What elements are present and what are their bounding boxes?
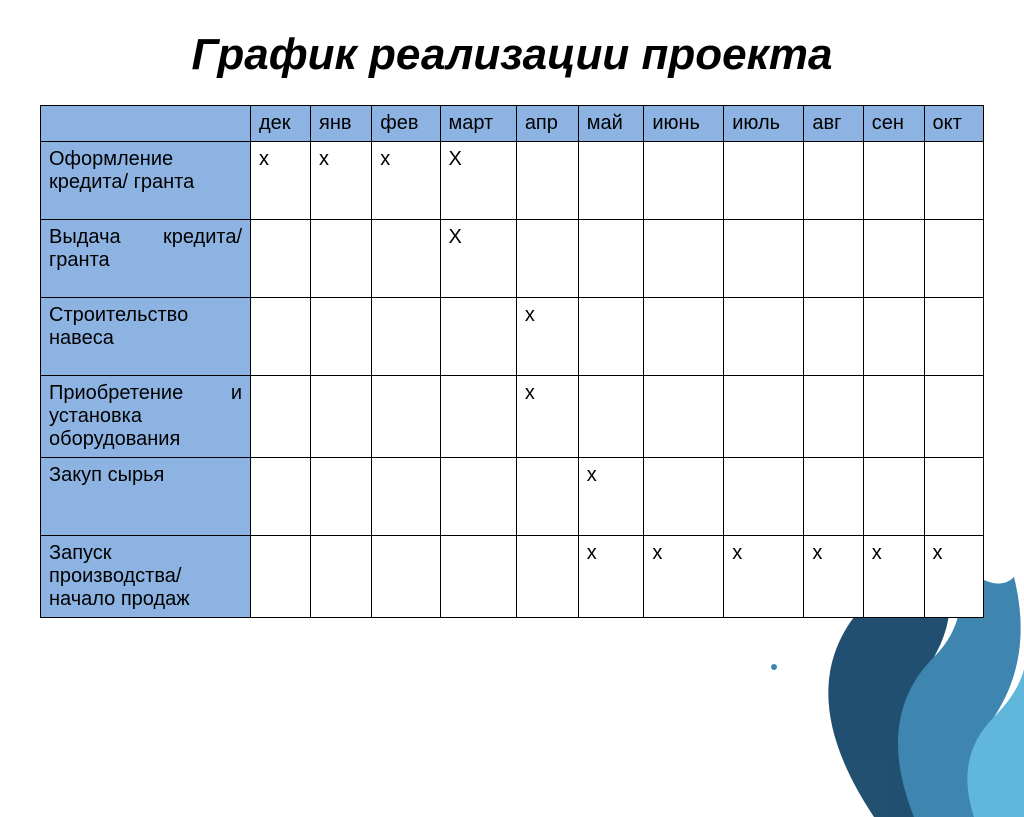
table-cell [251,536,311,618]
table-cell [804,376,863,458]
header-cell: июнь [644,106,724,142]
table-cell [863,376,924,458]
header-cell: янв [311,106,372,142]
table-cell: х [644,536,724,618]
header-cell: май [578,106,644,142]
table-cell [644,376,724,458]
row-label: Строительство навеса [41,298,251,376]
row-label: Выдача кредита/ гранта [41,220,251,298]
table-cell: х [578,458,644,536]
row-label: Оформление кредита/ гранта [41,142,251,220]
table-cell: х [311,142,372,220]
table-cell [578,220,644,298]
table-cell [372,458,440,536]
table-cell: Х [440,220,516,298]
header-cell: сен [863,106,924,142]
table-cell [578,376,644,458]
schedule-table-wrap: дек янв фев март апр май июнь июль авг с… [0,105,1024,618]
table-cell [311,298,372,376]
table-cell [311,536,372,618]
table-cell: х [724,536,804,618]
header-cell: авг [804,106,863,142]
page-title: График реализации проекта [0,0,1024,105]
table-row: Выдача кредита/ гранта Х [41,220,984,298]
table-cell: х [251,142,311,220]
table-cell [804,298,863,376]
header-cell: апр [516,106,578,142]
table-cell [644,142,724,220]
table-cell [372,220,440,298]
table-cell [804,458,863,536]
table-cell [924,298,983,376]
table-cell: Х [440,142,516,220]
table-row: Закуп сырья х [41,458,984,536]
table-row: Строительство навеса х [41,298,984,376]
table-row: Запуск производства/ начало продажхххххх [41,536,984,618]
table-cell [724,298,804,376]
table-row: Оформление кредита/ грантахххХ [41,142,984,220]
table-cell [440,458,516,536]
table-cell [863,142,924,220]
header-row: дек янв фев март апр май июнь июль авг с… [41,106,984,142]
table-cell [924,220,983,298]
table-cell [924,458,983,536]
table-cell [724,376,804,458]
table-cell [440,376,516,458]
header-cell: фев [372,106,440,142]
table-cell [516,536,578,618]
table-cell [440,298,516,376]
table-cell: х [516,298,578,376]
header-cell: март [440,106,516,142]
table-cell [863,220,924,298]
table-cell: х [863,536,924,618]
table-cell [251,298,311,376]
table-cell [804,142,863,220]
table-cell [372,376,440,458]
table-cell: х [804,536,863,618]
table-cell: х [578,536,644,618]
table-cell [924,376,983,458]
table-cell [724,142,804,220]
header-cell: окт [924,106,983,142]
table-cell [251,376,311,458]
header-cell-empty [41,106,251,142]
table-cell: х [372,142,440,220]
table-cell [516,220,578,298]
row-label: Закуп сырья [41,458,251,536]
row-label: Запуск производства/ начало продаж [41,536,251,618]
table-cell [924,142,983,220]
table-cell [724,458,804,536]
table-cell [516,142,578,220]
table-cell [644,458,724,536]
table-cell [440,536,516,618]
table-row: Приобретение и установка оборудования х [41,376,984,458]
schedule-table: дек янв фев март апр май июнь июль авг с… [40,105,984,618]
table-cell [311,458,372,536]
table-cell [372,536,440,618]
table-cell [644,298,724,376]
table-cell [372,298,440,376]
table-cell [863,298,924,376]
header-cell: июль [724,106,804,142]
table-cell [311,220,372,298]
table-cell [311,376,372,458]
row-label: Приобретение и установка оборудования [41,376,251,458]
table-cell [724,220,804,298]
table-cell: х [516,376,578,458]
table-cell [251,220,311,298]
table-cell [644,220,724,298]
table-cell: х [924,536,983,618]
table-cell [863,458,924,536]
table-cell [804,220,863,298]
table-cell [516,458,578,536]
table-cell [578,298,644,376]
table-cell [578,142,644,220]
table-cell [251,458,311,536]
header-cell: дек [251,106,311,142]
